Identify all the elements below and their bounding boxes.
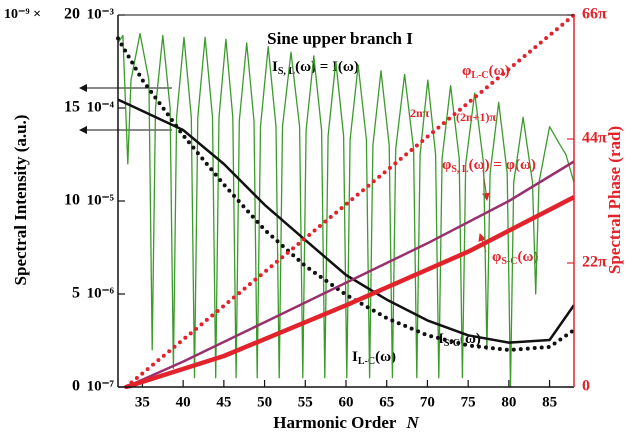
x-label-var: N <box>405 413 419 432</box>
y-tick-label: 20 <box>64 6 80 23</box>
ann-main: φ <box>492 249 501 265</box>
series-line <box>125 160 575 389</box>
x-tick-label: 80 <box>501 394 516 410</box>
x-tick-label: 85 <box>542 394 557 410</box>
y3-tick-label: 10⁻³ <box>87 6 115 22</box>
y-axis-label: Spectral Intensity (a.u.) <box>11 115 30 286</box>
x-tick-label: 75 <box>461 394 476 410</box>
x-tick-label: 55 <box>298 394 313 410</box>
y-multiplier: 10⁻⁹ × <box>4 7 41 22</box>
annotation: 2nπ <box>410 106 430 120</box>
ann-sub: S-C <box>444 338 460 349</box>
y3-tick-label: 10⁻⁷ <box>87 378 115 394</box>
ann-sub: L-C <box>358 356 375 367</box>
y3-tick-label: 10⁻⁶ <box>87 285 115 301</box>
annotation: (2n+1)π <box>456 110 497 124</box>
annotation: IS, L(ω) = I(ω) <box>272 59 359 77</box>
ann-main: I <box>352 349 358 365</box>
series-line <box>124 13 576 389</box>
ann-sub: L-C <box>471 70 488 81</box>
y-tick-label: 5 <box>72 285 80 302</box>
ann-main: φ <box>462 63 471 79</box>
ann-sub: S, L <box>278 66 296 77</box>
ann-rest: (ω) = φ(ω) <box>469 157 536 173</box>
ann-main: φ <box>442 157 451 173</box>
x-tick-label: 60 <box>339 394 354 410</box>
x-axis-label: Harmonic Order N <box>273 413 419 432</box>
annotation: IL-C(ω) <box>352 349 396 367</box>
ann-rest: (ω) <box>518 249 539 265</box>
y3-tick-label: 10⁻⁵ <box>87 192 115 208</box>
y2-axis-label: Spectral Phase (rad) <box>605 126 624 274</box>
annotation: φS-C(ω) <box>492 249 538 267</box>
y2-tick-label: 44π <box>582 130 607 147</box>
chart-title: Sine upper branch I <box>267 29 413 48</box>
y-tick-label: 0 <box>72 378 80 395</box>
ann-sub: S, L <box>451 164 469 175</box>
series-line <box>117 98 576 344</box>
x-tick-label: 40 <box>176 394 191 410</box>
y2-tick-label: 0 <box>582 378 590 395</box>
ann-rest: (ω) = I(ω) <box>295 59 359 75</box>
series-line <box>125 195 576 390</box>
y3-tick-label: 10⁻⁴ <box>87 99 115 115</box>
y-tick-label: 10 <box>64 192 80 209</box>
ann-main: I <box>272 59 278 75</box>
x-tick-label: 45 <box>216 394 231 410</box>
y-tick-label: 15 <box>64 99 80 116</box>
x-tick-label: 50 <box>257 394 272 410</box>
x-label-main: Harmonic Order <box>273 413 397 432</box>
x-tick-label: 35 <box>135 394 150 410</box>
ann-sub: S-C <box>501 256 517 267</box>
x-tick-label: 70 <box>420 394 435 410</box>
y2-tick-label: 66π <box>582 6 607 23</box>
x-tick-label: 65 <box>379 394 394 410</box>
annotation: φS, L(ω) = φ(ω) <box>442 157 536 175</box>
series-line <box>117 32 575 388</box>
ann-main: I <box>438 331 444 347</box>
ann-rest: (ω) <box>375 349 396 365</box>
y2-tick-label: 22π <box>582 254 607 271</box>
